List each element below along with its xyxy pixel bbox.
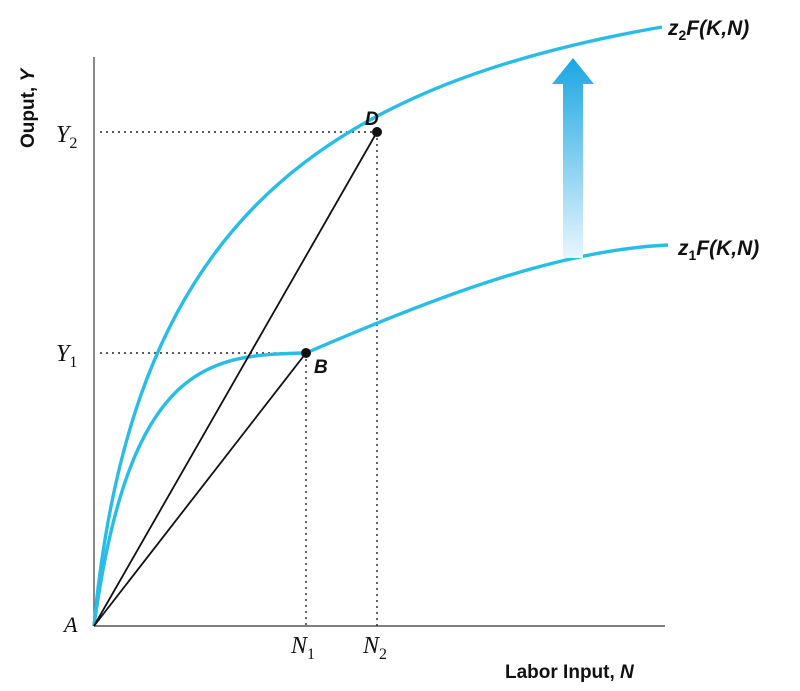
n1-tick-label: N1 [290, 633, 315, 663]
upper-curve-label: z2F(K,N) [667, 17, 749, 43]
point-d-label: D [365, 109, 379, 130]
ray-to-point-d [93, 131, 378, 627]
y1-tick-label: Y1 [56, 341, 77, 371]
upper-production-curve [92, 25, 663, 627]
lower-production-curve [92, 243, 669, 627]
point-d-marker [372, 127, 382, 137]
y2-tick-label: Y2 [56, 122, 77, 152]
x-axis-label: Labor Input, N [505, 662, 635, 683]
y-axis-label: Ouput, Y [18, 67, 39, 148]
point-b-label: B [314, 357, 328, 378]
lower-curve-label: z1F(K,N) [677, 237, 759, 263]
point-b-marker [301, 348, 311, 358]
up-arrow-icon [552, 58, 594, 258]
origin-label: A [62, 612, 78, 637]
n2-tick-label: N2 [362, 633, 387, 663]
ray-to-point-b [93, 352, 307, 627]
